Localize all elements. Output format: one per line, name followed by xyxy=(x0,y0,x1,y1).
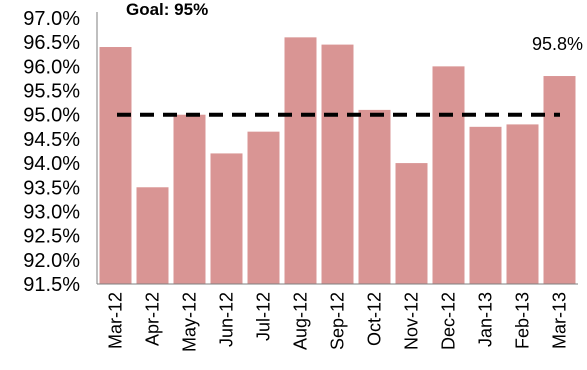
y-tick-label: 93.0% xyxy=(23,201,80,223)
bar xyxy=(210,153,243,284)
x-tick-label: Mar-12 xyxy=(106,292,126,349)
bar xyxy=(543,76,576,284)
x-tick-label: Mar-13 xyxy=(550,292,570,349)
x-tick-label: Jul-12 xyxy=(254,292,274,341)
y-tick-label: 94.5% xyxy=(23,129,80,151)
x-tick-label: May-12 xyxy=(180,292,200,352)
x-tick-label: Feb-13 xyxy=(513,292,533,349)
y-tick-label: 93.5% xyxy=(23,177,80,199)
x-tick-label: Jan-13 xyxy=(476,292,496,347)
bar xyxy=(432,66,465,284)
y-tick-label: 96.0% xyxy=(23,56,80,78)
x-tick-label: Dec-12 xyxy=(439,292,459,350)
bar xyxy=(284,37,317,284)
y-tick-label: 96.5% xyxy=(23,32,80,54)
y-tick-label: 92.0% xyxy=(23,250,80,272)
data-label-last: 95.8% xyxy=(532,34,583,54)
bar xyxy=(99,47,132,284)
bar xyxy=(173,114,206,285)
y-tick-label: 95.0% xyxy=(23,105,80,127)
x-tick-label: Jun-12 xyxy=(217,292,237,347)
bar xyxy=(395,163,428,284)
x-axis-category-labels: Mar-12 Apr-12 May-12 Jun-12 Jul-12 Aug-12 Sep-… xyxy=(106,292,570,352)
bar xyxy=(469,126,502,285)
bars-group xyxy=(99,37,576,285)
bar xyxy=(358,109,391,285)
x-tick-label: Oct-12 xyxy=(365,292,385,346)
y-axis-tick-labels: 97.0%96.5%96.0% 95.5%95.0%94.5%94.0%93.5%… xyxy=(23,8,80,296)
bar xyxy=(321,44,354,284)
x-tick-label: Nov-12 xyxy=(402,292,422,350)
bar xyxy=(506,124,539,285)
goal-label: Goal: 95% xyxy=(126,0,208,19)
y-tick-label: 95.5% xyxy=(23,81,80,103)
x-tick-label: Aug-12 xyxy=(291,292,311,350)
x-tick-label: Sep-12 xyxy=(328,292,348,350)
bar xyxy=(247,131,280,284)
bar xyxy=(136,187,169,284)
x-tick-label: Apr-12 xyxy=(143,292,163,346)
y-tick-label: 92.5% xyxy=(23,226,80,248)
y-tick-label: 91.5% xyxy=(23,274,80,296)
y-tick-label: 94.0% xyxy=(23,153,80,175)
y-tick-label: 97.0% xyxy=(23,8,80,30)
